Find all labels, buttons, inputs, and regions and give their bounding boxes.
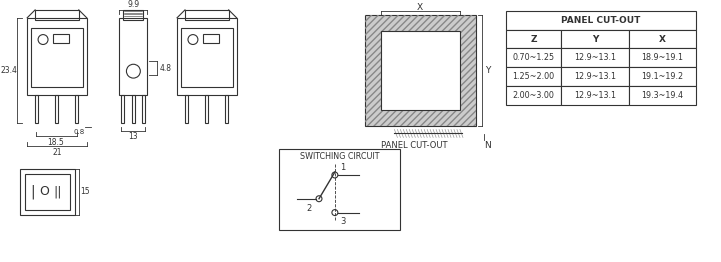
Text: SWITCHING CIRCUIT: SWITCHING CIRCUIT (300, 152, 379, 161)
Text: 19.1~19.2: 19.1~19.2 (642, 72, 684, 81)
Bar (177, 18, 236, 95)
Bar (505, 67, 561, 86)
Text: 9.9: 9.9 (128, 1, 139, 9)
Text: X: X (659, 35, 666, 43)
Bar (181, 28, 233, 87)
Text: O: O (39, 185, 49, 198)
Bar (365, 15, 476, 125)
Bar (561, 67, 629, 86)
Text: PANEL CUT-OUT: PANEL CUT-OUT (561, 16, 640, 25)
Bar (561, 48, 629, 67)
Bar (225, 95, 228, 123)
Bar (35, 95, 38, 123)
Bar (505, 48, 561, 67)
Bar (561, 86, 629, 105)
Text: Z: Z (530, 35, 536, 43)
Text: 2: 2 (306, 204, 311, 213)
Bar (505, 30, 561, 48)
Bar (20, 169, 75, 215)
Bar (561, 30, 629, 48)
Text: 12.9~13.1: 12.9~13.1 (574, 72, 616, 81)
Bar (27, 18, 87, 95)
Text: 12.9~13.1: 12.9~13.1 (574, 53, 616, 62)
Text: 21: 21 (52, 148, 62, 157)
Text: 1: 1 (340, 163, 345, 172)
Bar (381, 31, 460, 110)
Text: 4.8: 4.8 (159, 64, 171, 73)
Text: PANEL CUT-OUT: PANEL CUT-OUT (381, 141, 448, 150)
Bar (31, 28, 83, 87)
Bar (629, 30, 696, 48)
Text: 12.9~13.1: 12.9~13.1 (574, 91, 616, 100)
Text: 19.3~19.4: 19.3~19.4 (642, 91, 684, 100)
Bar (55, 95, 58, 123)
Text: 1.25~2.00: 1.25~2.00 (513, 72, 554, 81)
Bar (75, 95, 78, 123)
Text: ||: || (53, 185, 62, 198)
Text: 2.00~3.00: 2.00~3.00 (513, 91, 554, 100)
Text: 0.8: 0.8 (73, 129, 84, 135)
Bar (120, 18, 147, 95)
Text: 18.5: 18.5 (48, 138, 64, 147)
Bar (505, 11, 696, 30)
Bar (279, 149, 400, 230)
Text: X: X (417, 3, 423, 12)
Bar (205, 95, 208, 123)
Bar (185, 10, 229, 20)
Bar (35, 10, 79, 20)
Bar (203, 34, 218, 43)
Bar (123, 10, 143, 20)
Text: 3: 3 (340, 217, 345, 226)
Bar (505, 86, 561, 105)
Text: 15: 15 (80, 187, 89, 196)
Bar (25, 174, 70, 210)
Text: Y: Y (485, 66, 490, 75)
Text: 18.9~19.1: 18.9~19.1 (642, 53, 684, 62)
Text: 13: 13 (128, 132, 138, 141)
Text: 0.70~1.25: 0.70~1.25 (513, 53, 554, 62)
Bar (121, 95, 125, 123)
Text: N: N (485, 141, 491, 150)
Bar (365, 15, 476, 125)
Text: |: | (30, 184, 35, 199)
Text: 23.4: 23.4 (1, 66, 18, 75)
Bar (629, 67, 696, 86)
Text: Y: Y (592, 35, 598, 43)
Bar (629, 86, 696, 105)
Bar (142, 95, 146, 123)
Bar (629, 48, 696, 67)
Bar (133, 95, 136, 123)
Bar (185, 95, 188, 123)
Bar (53, 34, 69, 43)
